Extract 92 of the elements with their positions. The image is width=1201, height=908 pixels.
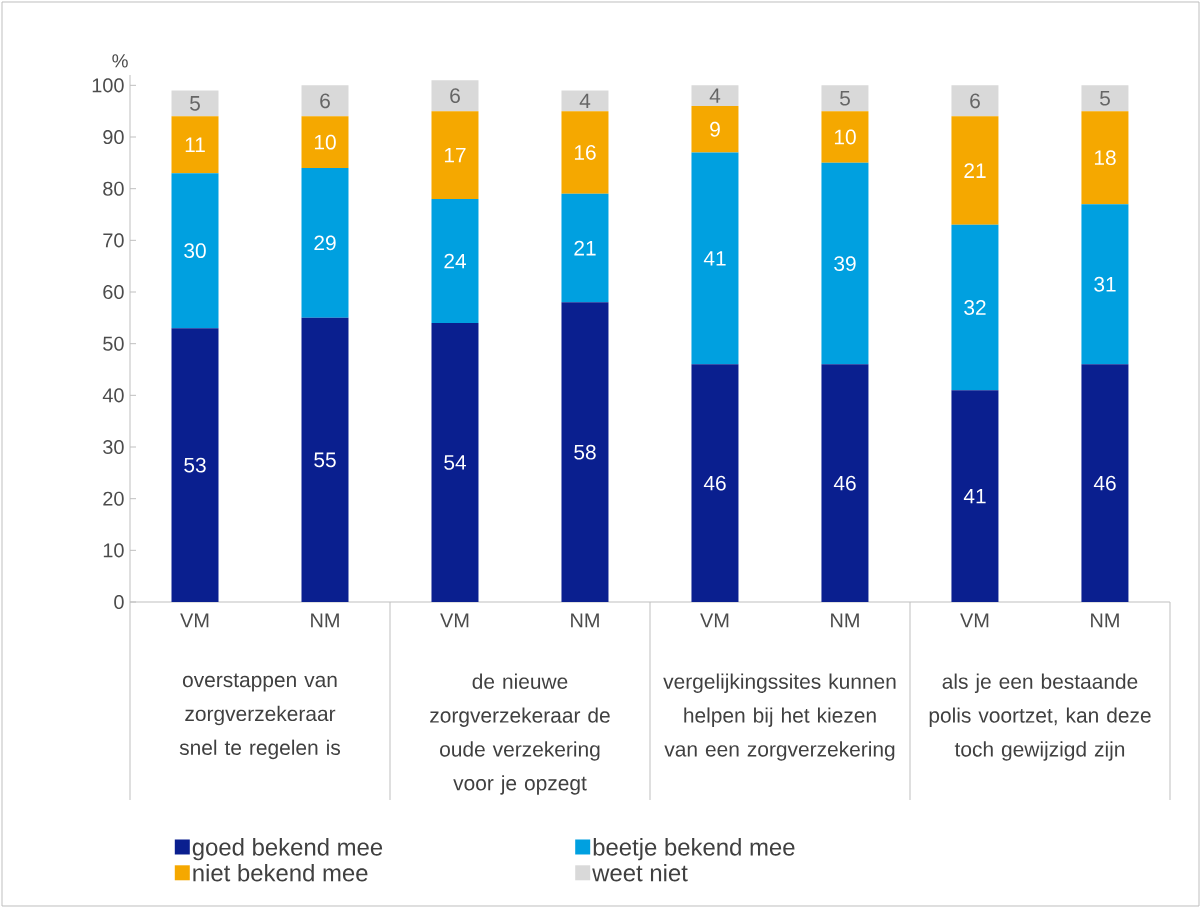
- bar: [951, 85, 999, 117]
- y-tick-label: 10: [103, 543, 124, 558]
- data-label: 55: [314, 452, 336, 468]
- bar: [171, 90, 219, 117]
- bar: [951, 224, 999, 391]
- y-tick-label: 0: [114, 594, 124, 610]
- data-label: 17: [444, 147, 466, 163]
- bar: [561, 302, 609, 603]
- bar: [301, 317, 349, 603]
- data-label: 30: [184, 243, 206, 259]
- data-label: 46: [703, 475, 726, 491]
- legend-label: niet bekend mee: [193, 863, 368, 882]
- x-tick-label: VM: [960, 613, 989, 628]
- data-label: 10: [834, 129, 856, 145]
- data-label: 54: [444, 455, 467, 470]
- x-tick-label: VM: [180, 613, 209, 628]
- legend-label: beetje bekend mee: [593, 838, 795, 861]
- bar: [1081, 364, 1129, 603]
- data-label: 10: [314, 134, 336, 150]
- data-label: 5: [840, 90, 850, 106]
- x-tick-label: NM: [311, 613, 339, 628]
- bar: [1081, 85, 1129, 112]
- data-label: 5: [190, 96, 200, 111]
- bar: [171, 328, 219, 603]
- data-label: 21: [574, 240, 596, 256]
- data-label: 24: [444, 253, 467, 269]
- data-label: 41: [703, 251, 726, 266]
- bar: [951, 390, 999, 603]
- bar: [431, 323, 479, 603]
- data-label: 39: [834, 256, 856, 271]
- bar: [431, 111, 479, 200]
- data-label: 11: [185, 137, 205, 152]
- legend-label: goed bekend mee: [192, 838, 383, 861]
- bar: [561, 193, 609, 303]
- legend-label: weet niet: [592, 863, 688, 882]
- data-label: 46: [1093, 475, 1116, 491]
- data-label: 21: [964, 163, 986, 178]
- x-tick-label: NM: [831, 613, 859, 628]
- bar: [431, 80, 479, 112]
- data-label: 9: [710, 121, 720, 137]
- y-tick-label: 100: [92, 78, 124, 93]
- bar: [821, 85, 869, 112]
- bar: [301, 116, 349, 169]
- bar: [951, 116, 999, 225]
- y-tick-label: 80: [103, 181, 124, 196]
- text: als je een bestaande polis voortzet, kan deze toch gewijzigd zijn: [929, 673, 1151, 761]
- bar: [691, 106, 739, 153]
- data-label: 4: [709, 88, 721, 103]
- bar: [691, 152, 739, 365]
- y-tick-label: 90: [103, 129, 124, 145]
- data-label: 31: [1094, 276, 1116, 292]
- y-tick-label: 50: [103, 336, 124, 351]
- bar: [1081, 204, 1129, 365]
- y-axis-title: %: [112, 54, 128, 68]
- y-tick-label: 70: [103, 233, 124, 248]
- bar: [691, 364, 739, 603]
- bar: [431, 199, 479, 324]
- bar: [821, 111, 869, 163]
- text: overstappen van zorgverzekeraar snel te regelen is: [179, 673, 341, 760]
- x-tick-label: VM: [440, 613, 469, 628]
- text: de nieuwe zorgverzekeraar de oude verzekering voor je opzegt: [430, 673, 610, 795]
- bar: [301, 168, 349, 318]
- data-label: 5: [1100, 90, 1110, 106]
- bar: [821, 364, 869, 603]
- data-label: 6: [970, 93, 980, 109]
- bar: [171, 173, 219, 329]
- bar: [821, 162, 869, 365]
- data-label: 4: [579, 93, 591, 109]
- data-label: 6: [450, 88, 460, 104]
- data-label: 46: [833, 475, 856, 491]
- data-label: 16: [574, 145, 596, 160]
- data-label: 32: [964, 300, 986, 315]
- x-tick-label: NM: [1091, 613, 1119, 628]
- bar: [171, 116, 219, 174]
- y-tick-label: 20: [103, 491, 124, 506]
- data-label: 58: [574, 444, 596, 460]
- bar: [301, 85, 349, 117]
- data-label: 41: [963, 488, 986, 504]
- x-tick-label: NM: [571, 613, 599, 628]
- bar: [561, 111, 609, 194]
- y-tick-label: 30: [103, 439, 124, 455]
- y-tick-label: 40: [102, 388, 124, 403]
- data-label: 18: [1094, 150, 1116, 166]
- x-tick-label: VM: [700, 613, 729, 628]
- bar: [561, 90, 609, 112]
- data-label: 29: [314, 235, 336, 251]
- data-label: 6: [320, 93, 330, 109]
- bar: [691, 85, 739, 107]
- y-tick-label: 60: [103, 284, 124, 300]
- bar: [1081, 111, 1129, 205]
- data-label: 53: [184, 457, 206, 473]
- text: vergelijkingssites kunnen helpen bij het kiezen van een zorgverzekering: [663, 673, 896, 761]
